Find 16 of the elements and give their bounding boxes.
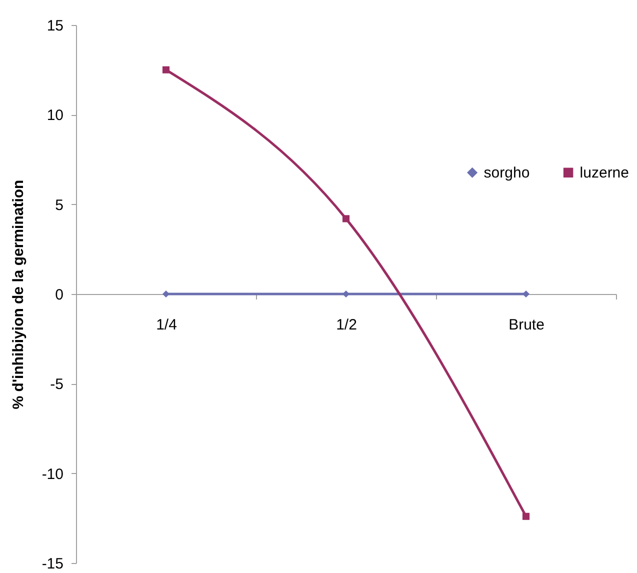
- x-tick-label: 1/2: [336, 316, 357, 334]
- y-tick-label: 0: [55, 286, 64, 304]
- y-tick-label: -10: [42, 466, 64, 483]
- point: [342, 215, 350, 222]
- y-tick-label: -5: [50, 376, 64, 394]
- legend-label: luzerne: [580, 164, 630, 182]
- y-tick-label: 10: [46, 107, 64, 124]
- y-tick-label: 15: [46, 18, 64, 34]
- y-tick-label: 5: [55, 196, 64, 214]
- x-tick-label: Brute: [508, 316, 544, 334]
- point: [522, 512, 530, 520]
- y-axis-title: % d'inhibiyion de la germination: [10, 180, 27, 410]
- y-tick-label: -15: [42, 556, 64, 572]
- legend-label: sorgho: [484, 164, 530, 182]
- point: [162, 66, 170, 74]
- x-tick-label: 1/4: [156, 316, 177, 334]
